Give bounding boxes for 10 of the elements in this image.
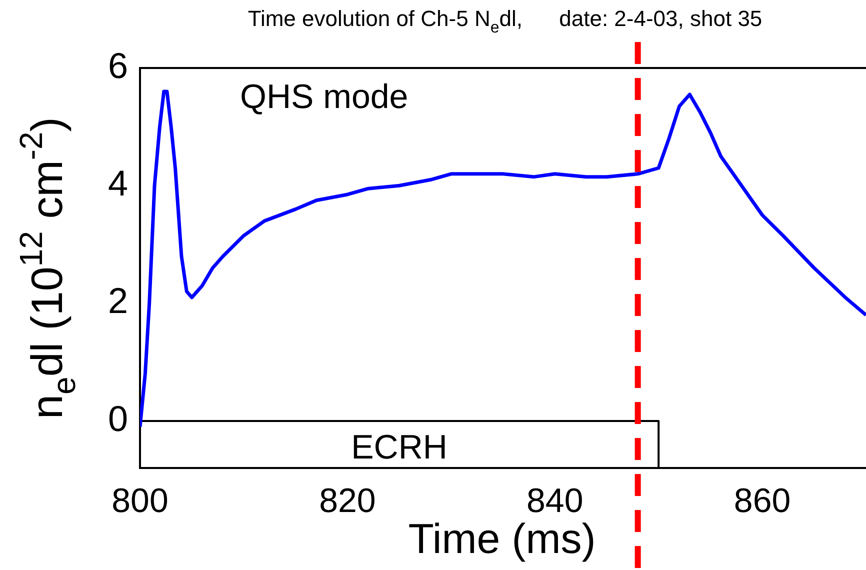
x-tick-label: 820 <box>319 482 376 520</box>
y-tick-label: 4 <box>108 162 128 204</box>
x-tick-label: 860 <box>734 482 791 520</box>
y-tick-label: 6 <box>108 44 128 86</box>
x-tick-label: 800 <box>112 482 168 520</box>
y-axis-title: nedl (1012 cm-2) <box>13 117 82 419</box>
annotation: QHS mode <box>240 78 408 116</box>
y-tick-label: 2 <box>108 280 128 322</box>
y-tick-label: 0 <box>108 398 128 439</box>
series-label: ECRH <box>351 428 448 466</box>
